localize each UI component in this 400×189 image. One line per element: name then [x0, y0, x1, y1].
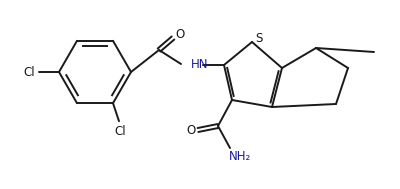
Text: NH₂: NH₂ — [229, 149, 251, 163]
Text: S: S — [255, 33, 263, 46]
Text: Cl: Cl — [114, 125, 126, 138]
Text: O: O — [186, 123, 196, 136]
Text: HN: HN — [191, 59, 208, 71]
Text: Cl: Cl — [23, 66, 35, 78]
Text: O: O — [175, 29, 185, 42]
